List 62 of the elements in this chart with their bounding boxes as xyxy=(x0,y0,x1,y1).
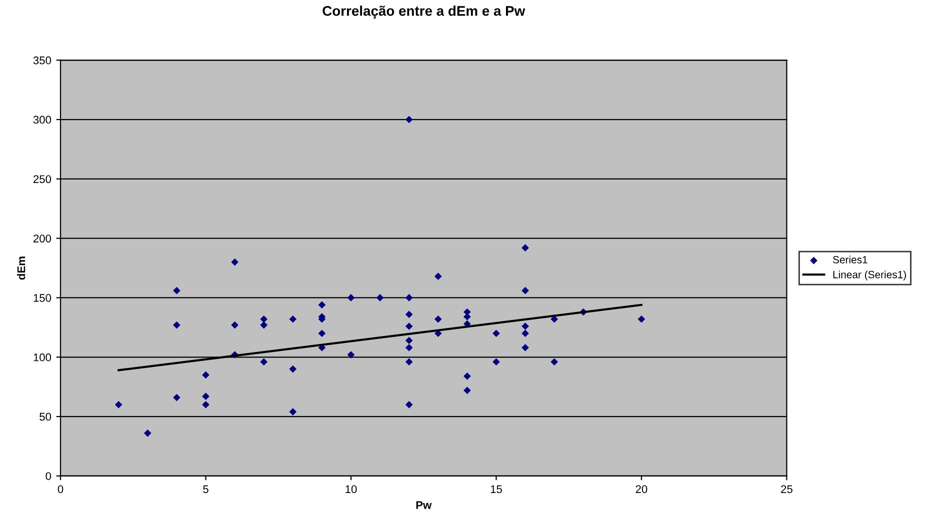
point xyxy=(550,358,558,366)
y-axis-title: dEm xyxy=(17,256,26,280)
point xyxy=(318,330,326,338)
point xyxy=(289,365,297,373)
y-tick-label: 300 xyxy=(33,116,52,124)
point xyxy=(202,392,210,400)
y-tick-label: 100 xyxy=(34,353,52,362)
point xyxy=(260,321,268,329)
point xyxy=(405,310,413,318)
point xyxy=(289,315,297,323)
point xyxy=(173,394,180,402)
point xyxy=(522,322,529,330)
x-tick-label: 10 xyxy=(346,485,357,494)
y-tick-label: 150 xyxy=(34,294,52,302)
point xyxy=(464,386,471,394)
point xyxy=(492,330,500,338)
y-tick-label: 350 xyxy=(33,56,52,64)
y-tick-label: 200 xyxy=(34,234,52,242)
point xyxy=(405,344,413,352)
point xyxy=(492,358,500,366)
point xyxy=(202,400,210,408)
point xyxy=(231,321,238,329)
point xyxy=(434,315,442,323)
point xyxy=(114,400,122,408)
y-tick-label: 250 xyxy=(34,175,52,184)
legend-label: Linear (Series1) xyxy=(833,270,906,280)
point xyxy=(202,371,210,379)
point xyxy=(405,322,413,330)
point xyxy=(260,358,268,366)
chart-title: Correlação entre a dEm e a Pw xyxy=(322,6,526,19)
point xyxy=(522,330,529,338)
point xyxy=(434,272,442,280)
x-tick-label: 15 xyxy=(490,485,502,494)
point xyxy=(289,408,297,416)
legend-label: Series1 xyxy=(832,256,868,264)
point xyxy=(522,344,529,352)
point xyxy=(464,372,471,380)
point xyxy=(405,400,413,408)
x-tick-label: 25 xyxy=(781,485,792,494)
point xyxy=(260,315,268,323)
point xyxy=(405,358,413,366)
point xyxy=(347,294,355,302)
point xyxy=(405,336,413,344)
x-tick-label: 0 xyxy=(58,485,64,494)
point xyxy=(522,286,529,294)
point xyxy=(231,258,238,266)
point xyxy=(173,286,180,294)
x-axis-title: Pw xyxy=(416,501,432,509)
point xyxy=(318,301,326,309)
y-tick-label: 50 xyxy=(40,412,52,421)
x-tick-label: 5 xyxy=(203,485,208,494)
point xyxy=(173,321,180,329)
x-tick-label: 20 xyxy=(636,485,648,494)
point xyxy=(376,294,384,302)
point xyxy=(144,429,152,437)
point xyxy=(464,313,471,320)
point xyxy=(347,351,355,358)
y-tick-label: 0 xyxy=(46,472,52,480)
point xyxy=(638,315,646,323)
point xyxy=(522,244,529,252)
point xyxy=(405,116,413,124)
point xyxy=(405,294,413,302)
